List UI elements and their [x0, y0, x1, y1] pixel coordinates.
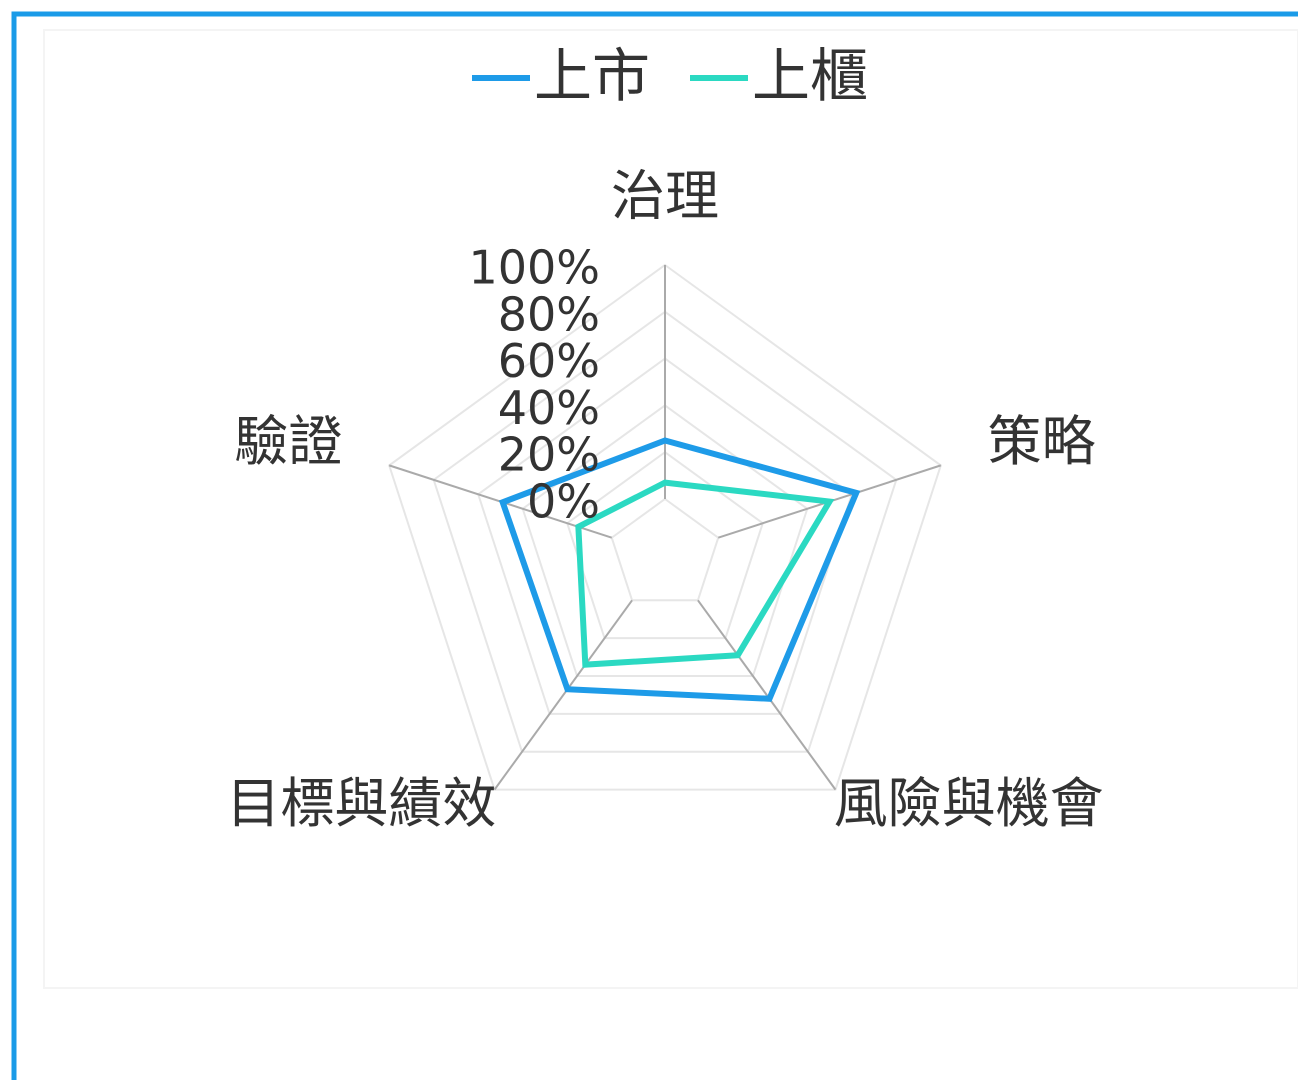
- grid-ring: [477, 357, 853, 715]
- axis-line: [697, 599, 837, 791]
- grid-ring: [432, 310, 898, 753]
- series-line: [575, 479, 835, 668]
- y-tick-label: 100%: [468, 241, 600, 295]
- legend-label: 上市: [534, 42, 650, 110]
- panel: [43, 29, 1298, 989]
- category-label: 風險與機會: [834, 772, 1104, 835]
- y-tick-label: 40%: [498, 381, 600, 435]
- grid-ring: [610, 497, 720, 602]
- category-label: 驗證: [234, 410, 342, 473]
- legend-label: 上櫃: [752, 42, 868, 110]
- y-tick-label: 60%: [498, 334, 600, 388]
- axis-line: [493, 599, 633, 791]
- category-label: 治理: [611, 165, 719, 228]
- category-label: 策略: [988, 410, 1096, 473]
- y-tick-label: 20%: [498, 428, 600, 482]
- frame: [11, 11, 1298, 1084]
- y-tick-label: 0%: [527, 475, 600, 529]
- series-line: [498, 437, 861, 702]
- grid-ring: [388, 263, 942, 791]
- grid-ring: [521, 404, 809, 678]
- category-label: 目標與績效: [226, 772, 496, 835]
- y-tick-label: 80%: [498, 287, 600, 341]
- grid-ring: [566, 450, 764, 640]
